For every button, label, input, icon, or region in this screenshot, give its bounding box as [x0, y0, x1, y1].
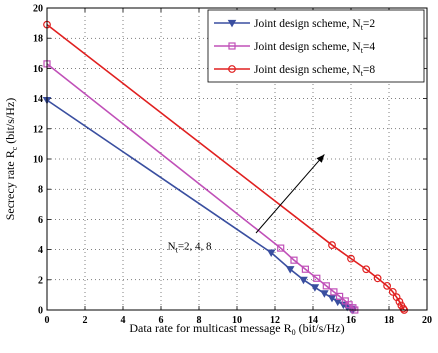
data-point [320, 290, 329, 298]
x-tick-label: 8 [197, 315, 202, 326]
annotation-arrow-head [316, 154, 325, 163]
data-point [299, 276, 308, 285]
y-tick-label: 14 [33, 94, 43, 105]
data-point [310, 284, 320, 292]
x-tick-label: 20 [422, 315, 432, 326]
y-tick-label: 6 [38, 215, 43, 226]
y-tick-label: 16 [33, 64, 43, 75]
x-tick-label: 12 [270, 315, 280, 326]
data-point [362, 265, 371, 274]
data-point [399, 304, 408, 313]
y-tick-label: 20 [33, 4, 43, 15]
x-tick-label: 2 [83, 315, 88, 326]
data-point [277, 244, 285, 252]
legend-item-1: Joint design scheme, Nt=2 [214, 18, 375, 32]
legend-swatch-marker [228, 42, 236, 50]
axes-frame [46, 7, 428, 311]
legend-label: Joint design scheme, Nt=8 [254, 64, 375, 78]
x-tick-label: 10 [232, 315, 242, 326]
x-tick-label: 18 [384, 315, 394, 326]
y-tick-label: 2 [38, 275, 43, 286]
y-tick-label: 10 [33, 155, 43, 166]
data-point [336, 292, 344, 301]
data-point [330, 288, 338, 296]
data-point [285, 266, 295, 274]
legend-item-2: Joint design scheme, Nt=4 [214, 41, 375, 55]
data-point [388, 287, 397, 296]
data-point [322, 282, 330, 290]
x-tick-label: 14 [308, 315, 318, 326]
y-axis-title: Secrecy rate Rc (bit/s/Hz) [3, 98, 19, 221]
y-tick-label: 8 [38, 185, 43, 196]
data-point [328, 241, 336, 249]
y-tick-label: 4 [38, 245, 43, 256]
data-point [349, 304, 357, 312]
x-tick-label: 16 [346, 315, 356, 326]
data-point [373, 274, 382, 283]
annotation-label: Nt=2, 4, 8 [168, 241, 212, 255]
data-point [395, 297, 404, 306]
legend-swatch-marker [227, 19, 237, 28]
annotation-arrow-line [255, 154, 325, 234]
legend: Joint design scheme, Nt=2 Joint design sc… [207, 9, 425, 83]
legend-swatch-marker [228, 65, 236, 73]
x-tick-label: 6 [159, 315, 164, 326]
data-point [341, 297, 349, 305]
x-tick-label: 4 [121, 315, 126, 326]
data-point [290, 256, 298, 264]
series-2 [43, 60, 359, 314]
x-tick-label: 0 [45, 315, 50, 326]
data-point [347, 254, 355, 263]
legend-item-3: Joint design scheme, Nt=8 [214, 64, 375, 78]
y-tick-label: 0 [38, 306, 43, 317]
legend-label: Joint design scheme, Nt=4 [254, 41, 375, 55]
data-point [313, 274, 321, 282]
legend-label: Joint design scheme, Nt=2 [254, 18, 375, 32]
y-tick-label: 12 [33, 124, 43, 135]
data-point [301, 265, 309, 273]
data-point [266, 249, 276, 258]
y-tick-label: 18 [33, 34, 43, 45]
data-point [383, 281, 392, 290]
x-axis-title: Data rate for multicast message R0 (bit/… [129, 321, 344, 337]
